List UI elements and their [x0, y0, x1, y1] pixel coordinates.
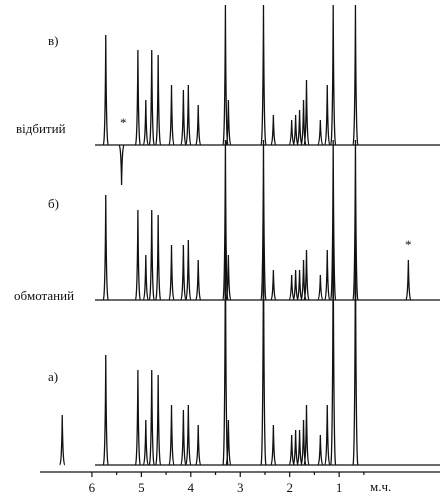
peak [225, 254, 232, 301]
peak [292, 269, 299, 301]
series-name: а) [48, 369, 58, 384]
peak [405, 259, 412, 301]
peak [260, 139, 267, 301]
peak [142, 419, 149, 466]
peak [330, 139, 337, 301]
peak [270, 424, 277, 466]
peak [180, 89, 187, 146]
peak [270, 114, 277, 146]
x-tick-label: 2 [286, 480, 293, 495]
peak [59, 414, 66, 466]
peak [303, 249, 310, 301]
peak [102, 354, 109, 466]
peak [324, 404, 331, 466]
series-label: обмотаний [14, 288, 74, 303]
peak [168, 404, 175, 466]
peak [303, 79, 310, 146]
note: * [120, 115, 127, 130]
peak [292, 429, 299, 466]
peak [222, 4, 229, 146]
peak [288, 274, 295, 301]
peak [222, 139, 229, 301]
peak [288, 119, 295, 146]
peak [185, 84, 192, 146]
peak [225, 419, 232, 466]
peak [195, 424, 202, 466]
peak [168, 244, 175, 301]
series-name: в) [48, 33, 58, 48]
peak [352, 4, 359, 146]
peak [102, 34, 109, 146]
peak [352, 234, 359, 466]
peak [324, 84, 331, 146]
peak [303, 404, 310, 466]
peak [180, 409, 187, 466]
series-label: відбитий [16, 121, 66, 136]
peak [142, 254, 149, 301]
series-name: б) [48, 196, 59, 211]
peak [142, 99, 149, 146]
peak [155, 54, 162, 146]
peak [195, 104, 202, 146]
peak [225, 99, 232, 146]
x-axis-label: м.ч. [370, 479, 391, 494]
peak [195, 259, 202, 301]
peak [260, 234, 267, 466]
peak [134, 209, 142, 301]
peak [260, 4, 267, 146]
peak [317, 434, 324, 466]
note: * [405, 237, 412, 252]
peak [148, 369, 155, 466]
peak [270, 269, 277, 301]
peak [155, 374, 162, 466]
x-tick-label: 4 [188, 480, 195, 495]
peak [317, 274, 324, 301]
peak [288, 434, 295, 466]
peak [134, 49, 142, 146]
peak [296, 429, 303, 466]
peak [292, 114, 299, 146]
peak [168, 84, 175, 146]
peak [296, 109, 303, 146]
peak [185, 239, 192, 301]
x-tick-label: 1 [336, 480, 343, 495]
peak [180, 244, 187, 301]
peak [296, 269, 303, 301]
peak [102, 194, 109, 301]
peak [134, 369, 142, 466]
peak [118, 144, 125, 186]
peak [185, 404, 192, 466]
peak [155, 214, 162, 301]
x-tick-label: 6 [89, 480, 96, 495]
peak [317, 119, 324, 146]
peak [222, 234, 229, 466]
peak [148, 49, 155, 146]
peak [330, 234, 337, 466]
x-tick-label: 5 [138, 480, 145, 495]
peak [352, 139, 359, 301]
peak [148, 209, 155, 301]
peak [324, 249, 331, 301]
x-tick-label: 3 [237, 480, 244, 495]
peak [330, 4, 337, 146]
